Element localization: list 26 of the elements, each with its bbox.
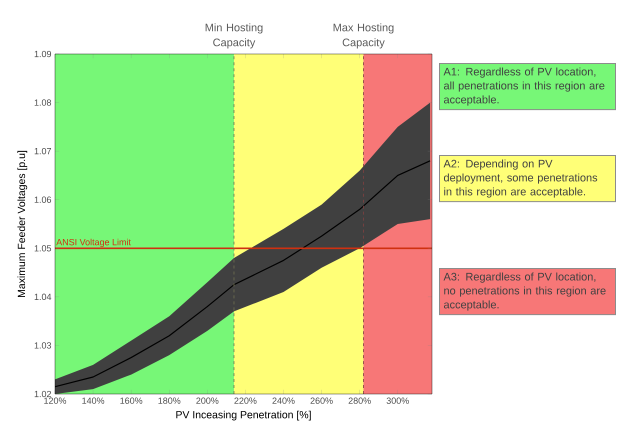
y-tick-label: 1.05 — [34, 245, 52, 252]
ref-line-label: Max Hosting Capacity — [334, 23, 394, 48]
y-axis-title: Maximum Feeder Voltages [p.u] — [17, 150, 28, 297]
y-tick-label: 1.07 — [34, 148, 52, 154]
x-tick-label: 300% — [386, 398, 409, 404]
ref-line-label: Min Hosting Capacity — [206, 23, 262, 48]
x-tick-label: 260% — [310, 398, 333, 404]
x-tick-label: 280% — [348, 398, 371, 404]
text: A2: Depending on PV deployment, some penetrations in this region are acceptable. — [444, 160, 598, 198]
x-axis-title: PV Inceasing Penetration [%] — [176, 410, 311, 420]
x-tick-label: 180% — [158, 398, 180, 404]
x-tick-label: 220% — [234, 398, 257, 404]
ref-line-label: ANSI Voltage Limit — [56, 238, 131, 248]
y-tick-label: 1.04 — [34, 294, 52, 300]
x-tick-label: 200% — [196, 398, 218, 404]
x-tick-label: 240% — [272, 398, 295, 404]
x-tick-label: 160% — [120, 398, 142, 404]
y-tick-label: 1.02 — [34, 390, 52, 398]
x-tick-label: 140% — [82, 398, 104, 404]
text: A3: Regardless of PV location, no penetrations in this region are acceptable. — [444, 272, 606, 311]
x-tick-label: 120% — [44, 398, 66, 404]
y-tick-label: 1.09 — [34, 50, 52, 58]
y-tick-label: 1.08 — [34, 99, 52, 106]
y-tick-label: 1.03 — [34, 342, 52, 349]
text: A1: Regardless of PV location, all penetrations in this region are acceptable. — [444, 67, 604, 106]
y-tick-label: 1.06 — [34, 196, 52, 203]
